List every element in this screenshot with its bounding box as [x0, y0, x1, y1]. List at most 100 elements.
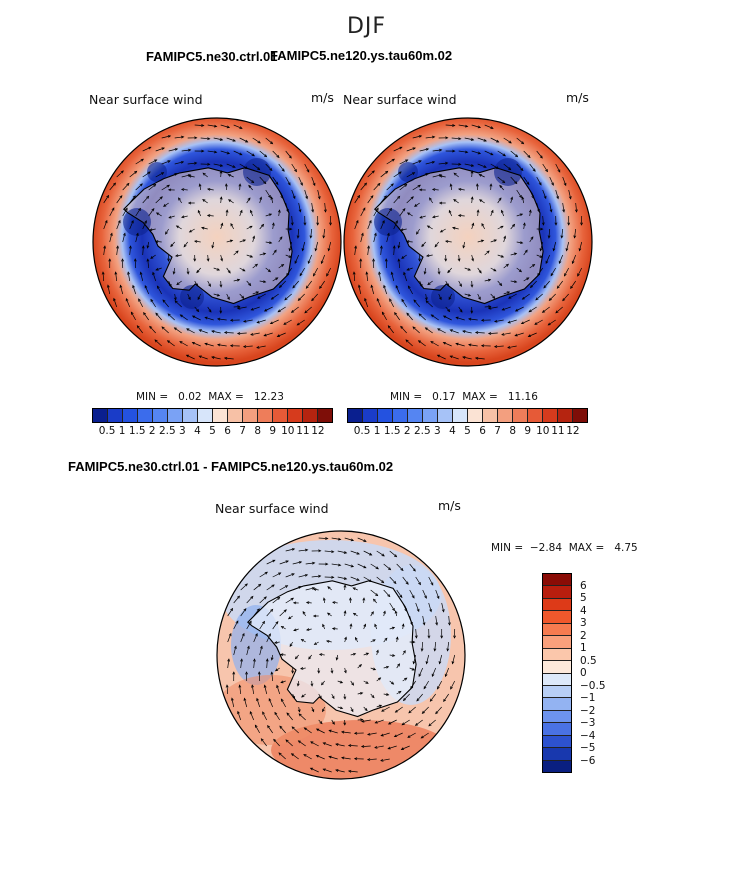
- panel-1-colorbar: [92, 408, 333, 423]
- difference-coastline: [246, 580, 417, 718]
- panel-2-case-title: FAMIPC5.ne120.ys.tau60m.02: [270, 48, 453, 63]
- panel-2-colorbar-swatch: [468, 409, 483, 422]
- panel-2-colorbar-tick-label: 1.5: [383, 425, 401, 437]
- panel-1-colorbar-swatch: [168, 409, 183, 422]
- panel-2-colorbar-tick-label: 9: [524, 425, 532, 437]
- panel-2-colorbar-swatch: [348, 409, 363, 422]
- panel-2-colorbar-swatch: [543, 409, 558, 422]
- panel-1-colorbar-swatch: [258, 409, 273, 422]
- season-title: DJF: [346, 14, 387, 39]
- panel-1-colorbar-swatch: [213, 409, 228, 422]
- difference-colorbar-swatch: [543, 710, 571, 724]
- panel-2-colorbar-ticks: 0.5 1 1.5 2 2.5 3 4 5 6 7 8 9 10 11 12: [347, 425, 588, 439]
- panel-2-colorbar-swatch: [363, 409, 378, 422]
- panel-1-case-title: FAMIPC5.ne30.ctrl.01: [146, 49, 278, 64]
- panel-2-colorbar-swatch: [393, 409, 408, 422]
- panel-1-colorbar-swatch: [243, 409, 258, 422]
- panel-2-stats: MIN = 0.17 MAX = 11.16: [390, 391, 538, 403]
- panel-1-min-label: MIN =: [136, 391, 169, 403]
- difference-colorbar: [542, 573, 572, 773]
- panel-2-colorbar-tick-label: 4: [449, 425, 456, 437]
- panel-1-colorbar-tick-label: 12: [311, 425, 325, 437]
- panel-1-colorbar-tick-label: 8: [254, 425, 262, 437]
- panel-1-colorbar-tick-label: 11: [296, 425, 310, 437]
- panel-1-colorbar-tick-label: 10: [281, 425, 295, 437]
- panel-1-max-label: MAX =: [208, 391, 244, 403]
- panel-1-colorbar-tick-label: 2: [148, 425, 156, 437]
- difference-colorbar-tick-label: −6: [580, 754, 596, 767]
- panel-3-min-value: −2.84: [529, 542, 563, 554]
- panel-1-colorbar-swatch: [288, 409, 303, 422]
- panel-2-colorbar-swatch: [483, 409, 498, 422]
- panel-1-stats: MIN = 0.02 MAX = 12.23: [136, 391, 284, 403]
- panel-2-colorbar-swatch: [498, 409, 513, 422]
- panel-2-colorbar-swatch: [513, 409, 528, 422]
- panel-2-polar-map: [343, 117, 593, 367]
- panel-1-colorbar-swatch: [138, 409, 153, 422]
- difference-colorbar-tick-label: −1: [580, 692, 596, 704]
- panel-1-colorbar-tick-label: 1: [118, 425, 126, 437]
- panel-2-units-label: m/s: [566, 90, 589, 105]
- panel-2-colorbar-tick-label: 12: [566, 425, 580, 437]
- panel-2-colorbar-tick-label: 2: [403, 425, 411, 437]
- difference-colorbar-tick-label: −4: [580, 729, 596, 742]
- difference-colorbar-swatch: [543, 648, 571, 662]
- panel-2-colorbar-swatch: [423, 409, 438, 422]
- difference-colorbar-swatch: [543, 673, 571, 686]
- panel-2-colorbar-swatch: [438, 409, 453, 422]
- difference-colorbar-tick-label: 4: [580, 604, 587, 617]
- difference-map-border: [216, 530, 466, 780]
- panel-2-colorbar-tick-label: 7: [494, 425, 501, 437]
- panel-1-colorbar-tick-label: 1.5: [128, 425, 146, 437]
- panel-1-map-border: [92, 117, 342, 367]
- panel-2-colorbar-swatch: [408, 409, 423, 422]
- difference-colorbar-tick-label: −2: [580, 704, 596, 717]
- panel-1-colorbar-swatch: [123, 409, 138, 422]
- panel-1-colorbar-swatch: [153, 409, 168, 422]
- panel-1-max-value: 12.23: [253, 391, 284, 403]
- difference-colorbar-swatch: [543, 598, 571, 612]
- panel-2-variable-label: Near surface wind: [343, 92, 457, 107]
- panel-1-colorbar-swatch: [183, 409, 198, 422]
- difference-colorbar-swatch: [543, 574, 571, 587]
- panel-1-colorbar-swatch: [303, 409, 318, 422]
- difference-colorbar-ticks: 6 5 4 3 2 1 0.5 0 −0.5 −1 −2 −3 −4 −5 −6: [542, 573, 622, 773]
- panel-1-colorbar-tick-label: 0.5: [98, 425, 116, 437]
- difference-colorbar-tick-label: −3: [580, 717, 596, 729]
- difference-colorbar-swatch: [543, 685, 571, 699]
- difference-polar-map: [216, 530, 466, 780]
- panel-2-map-border: [343, 117, 593, 367]
- panel-2-min-value: 0.17: [432, 391, 456, 403]
- panel-1-colorbar-tick-label: 2.5: [158, 425, 176, 437]
- panel-1-colorbar-swatch: [93, 409, 108, 422]
- panel-2-colorbar-tick-label: 3: [434, 425, 441, 437]
- panel-1-colorbar-ticks: 0.5 1 1.5 2 2.5 3 4 5 6 7 8 9 10 11 12: [92, 425, 333, 439]
- panel-1-colorbar-tick-label: 5: [209, 425, 216, 437]
- difference-colorbar-tick-label: 6: [580, 579, 587, 592]
- panel-2-colorbar-tick-label: 6: [479, 425, 486, 437]
- panel-2-colorbar-tick-label: 10: [536, 425, 550, 437]
- difference-colorbar-tick-label: 0: [580, 667, 587, 679]
- panel-1-colorbar-swatch: [108, 409, 123, 422]
- panel-2-min-label: MIN =: [390, 391, 423, 403]
- panel-1-colorbar-swatch: [318, 409, 332, 422]
- panel-1-colorbar-tick-label: 3: [179, 425, 186, 437]
- panel-1-colorbar-tick-label: 9: [269, 425, 277, 437]
- panel-3-max-label: MAX =: [568, 542, 605, 554]
- panel-2-colorbar-swatch: [528, 409, 543, 422]
- difference-colorbar-tick-label: 3: [580, 617, 587, 629]
- difference-colorbar-swatch: [543, 611, 571, 624]
- panel-2-colorbar-tick-label: 5: [464, 425, 471, 437]
- difference-colorbar-tick-label: −5: [580, 742, 596, 754]
- panel-1-coastline: [122, 167, 293, 305]
- difference-colorbar-swatch: [543, 636, 571, 649]
- panel-2-colorbar-tick-label: 1: [373, 425, 381, 437]
- difference-colorbar-swatch: [543, 748, 571, 761]
- difference-colorbar-tick-label: 2: [580, 629, 587, 642]
- panel-2-colorbar-swatch: [453, 409, 468, 422]
- panel-1-colorbar-swatch: [228, 409, 243, 422]
- panel-2-colorbar-swatch: [573, 409, 587, 422]
- panel-1-variable-label: Near surface wind: [89, 92, 203, 107]
- panel-3-stats: MIN = −2.84 MAX = 4.75: [491, 542, 638, 554]
- panel-1-colorbar-tick-label: 6: [224, 425, 231, 437]
